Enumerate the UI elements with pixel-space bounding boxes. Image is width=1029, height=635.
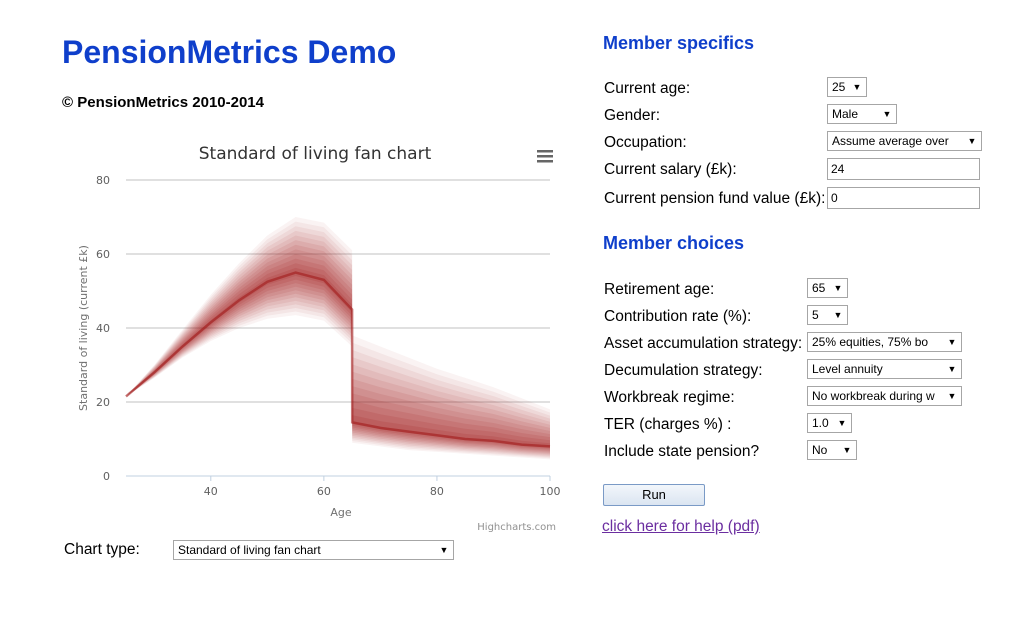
state-pension-select[interactable]: No ▼ [807, 440, 857, 460]
x-tick-label: 80 [430, 485, 444, 498]
chart-type-value: Standard of living fan chart [178, 543, 321, 557]
gender-select[interactable]: Male ▼ [827, 104, 897, 124]
salary-row: Current salary (£k): 24 [604, 158, 984, 182]
y-tick-label: 60 [96, 248, 110, 261]
retirement-age-label: Retirement age: [604, 281, 715, 298]
state-pension-row: Include state pension? No ▼ [604, 440, 984, 464]
x-tick-label: 100 [540, 485, 561, 498]
contribution-label: Contribution rate (%): [604, 308, 752, 325]
chart-canvas: Standard of living fan chart 0 20 40 60 80 40… [77, 144, 561, 532]
decumulation-label: Decumulation strategy: [604, 362, 763, 379]
copyright-text: © PensionMetrics 2010-2014 [62, 94, 264, 111]
fund-input[interactable]: 0 [827, 187, 980, 209]
retirement-age-select[interactable]: 65 ▼ [807, 278, 848, 298]
retirement-age-row: Retirement age: 65 ▼ [604, 278, 984, 302]
ter-select[interactable]: 1.0 ▼ [807, 413, 852, 433]
chevron-down-icon: ▼ [946, 387, 958, 405]
y-tick-label: 40 [96, 322, 110, 335]
decumulation-row: Decumulation strategy: Level annuity ▼ [604, 359, 984, 383]
chevron-down-icon: ▼ [836, 414, 848, 432]
chart-type-select[interactable]: Standard of living fan chart ▼ [173, 540, 454, 560]
menu-icon[interactable] [536, 148, 554, 164]
asset-strategy-label: Asset accumulation strategy: [604, 335, 803, 352]
fan-band [126, 240, 550, 454]
state-pension-value: No [812, 443, 828, 457]
state-pension-label: Include state pension? [604, 443, 760, 460]
salary-input[interactable]: 24 [827, 158, 980, 180]
workbreak-select[interactable]: No workbreak during w ▼ [807, 386, 962, 406]
x-axis-title: Age [330, 506, 352, 519]
help-link[interactable]: click here for help (pdf) [602, 518, 760, 535]
fund-row: Current pension fund value (£k): 0 [604, 187, 984, 211]
x-tick-label: 60 [317, 485, 331, 498]
ter-row: TER (charges %) : 1.0 ▼ [604, 413, 984, 437]
fan-band [126, 230, 550, 457]
current-age-label: Current age: [604, 80, 691, 97]
fan-band [126, 244, 550, 453]
chevron-down-icon: ▼ [946, 333, 958, 351]
chevron-down-icon: ▼ [851, 78, 863, 96]
ter-value: 1.0 [812, 416, 829, 430]
current-age-value: 25 [832, 80, 846, 94]
fan-bands [125, 217, 551, 460]
gender-row: Gender: Male ▼ [604, 104, 984, 128]
chart-title: Standard of living fan chart [199, 144, 432, 164]
contribution-value: 5 [812, 308, 819, 322]
fan-chart: Standard of living fan chart 0 20 40 60 80 40… [62, 130, 570, 532]
occupation-select[interactable]: Assume average over ▼ [827, 131, 982, 151]
fan-band [126, 226, 550, 458]
salary-label: Current salary (£k): [604, 161, 737, 178]
occupation-row: Occupation: Assume average over ▼ [604, 131, 984, 155]
decumulation-select[interactable]: Level annuity ▼ [807, 359, 962, 379]
y-tick-label: 20 [96, 396, 110, 409]
current-age-select[interactable]: 25 ▼ [827, 77, 867, 97]
asset-strategy-value: 25% equities, 75% bo [812, 335, 929, 349]
x-tick-label: 40 [204, 485, 218, 498]
retirement-age-value: 65 [812, 281, 826, 295]
run-button[interactable]: Run [603, 484, 705, 506]
contribution-select[interactable]: 5 ▼ [807, 305, 848, 325]
y-tick-label: 80 [96, 174, 110, 187]
chevron-down-icon: ▼ [841, 441, 853, 459]
axes: 0 20 40 60 80 40 60 80 100 [96, 174, 561, 498]
chevron-down-icon: ▼ [832, 306, 844, 324]
gender-value: Male [832, 107, 859, 121]
fan-band [126, 263, 550, 449]
occupation-label: Occupation: [604, 134, 687, 151]
page-title: PensionMetrics Demo [62, 34, 397, 70]
current-age-row: Current age: 25 ▼ [604, 77, 984, 101]
median-line [125, 271, 551, 448]
fan-band [126, 254, 550, 451]
chart-type-label: Chart type: [64, 541, 140, 558]
workbreak-value: No workbreak during w [812, 389, 935, 403]
chevron-down-icon: ▼ [966, 132, 978, 150]
chart-credits[interactable]: Highcharts.com [477, 522, 556, 532]
gender-label: Gender: [604, 107, 661, 124]
workbreak-label: Workbreak regime: [604, 389, 735, 406]
decumulation-value: Level annuity [812, 362, 883, 376]
chevron-down-icon: ▼ [946, 360, 958, 378]
chevron-down-icon: ▼ [881, 105, 893, 123]
workbreak-row: Workbreak regime: No workbreak during w … [604, 386, 984, 410]
contribution-row: Contribution rate (%): 5 ▼ [604, 305, 984, 329]
ter-label: TER (charges %) : [604, 416, 732, 433]
grid-lines [126, 179, 550, 477]
chevron-down-icon: ▼ [832, 279, 844, 297]
chevron-down-icon: ▼ [438, 541, 450, 559]
fan-band [126, 235, 550, 455]
fan-band [126, 217, 550, 460]
y-axis-title: Standard of living (current £k) [77, 245, 90, 411]
member-specifics-title: Member specifics [603, 33, 755, 53]
member-choices-title: Member choices [603, 233, 745, 253]
fund-label: Current pension fund value (£k): [604, 190, 826, 207]
asset-strategy-row: Asset accumulation strategy: 25% equitie… [604, 332, 984, 356]
asset-strategy-select[interactable]: 25% equities, 75% bo ▼ [807, 332, 962, 352]
occupation-value: Assume average over [832, 134, 949, 148]
fan-band [126, 221, 550, 459]
y-tick-label: 0 [103, 470, 110, 483]
fan-band [126, 249, 550, 452]
